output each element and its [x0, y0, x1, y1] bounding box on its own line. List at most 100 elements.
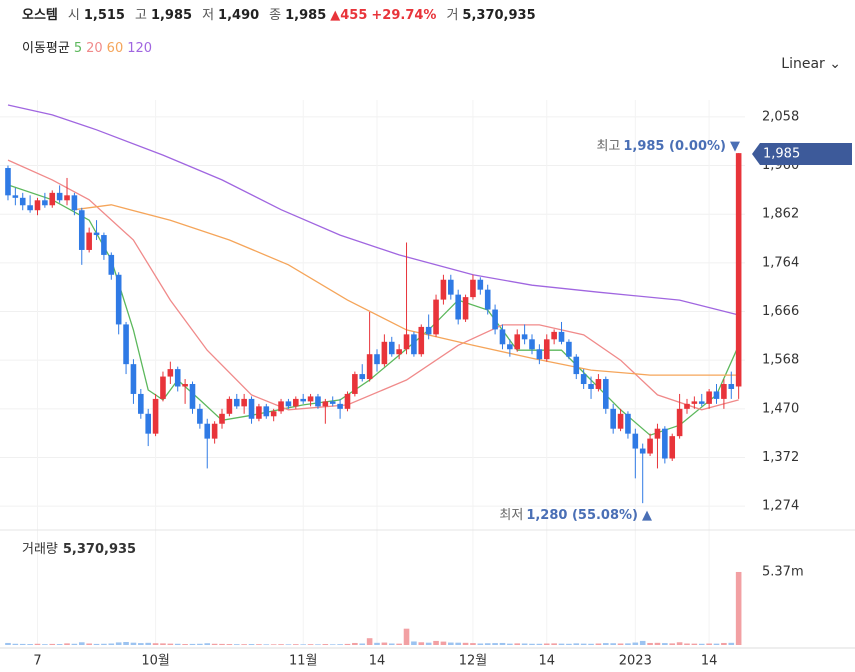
candle-body — [639, 448, 646, 454]
candle-body — [374, 354, 380, 365]
candle-body — [174, 369, 181, 387]
volume-bar — [433, 640, 439, 645]
legend-entry: 60 — [106, 41, 124, 56]
candle-body — [632, 433, 639, 449]
candle-body — [197, 408, 203, 424]
volume-bar — [219, 643, 225, 645]
annotation-label: 최고 — [596, 139, 620, 154]
candle-body — [219, 413, 225, 424]
volume-bar — [34, 643, 41, 645]
volume-bar — [27, 644, 33, 645]
volume-bar — [388, 643, 395, 645]
volume-bar — [536, 643, 543, 645]
annotation-arrow: ▲ — [642, 508, 652, 523]
candle-body — [49, 192, 56, 206]
volume-bar — [352, 642, 358, 645]
candle-body — [160, 376, 166, 399]
candle-body — [130, 364, 137, 394]
volume-bar — [418, 642, 425, 645]
volume-bar — [366, 638, 373, 645]
volume-bar — [558, 643, 565, 645]
volume-bar — [42, 644, 48, 645]
candle-body — [138, 393, 144, 414]
candle-body — [588, 384, 594, 389]
x-tick-label: 14 — [538, 654, 555, 669]
candle-body — [233, 398, 240, 407]
volume-bar — [647, 642, 653, 645]
ma-label: 이동평균 — [22, 41, 70, 56]
volume-bar — [211, 643, 218, 645]
candle-body — [359, 374, 366, 380]
candle-body — [662, 428, 668, 459]
candle-body — [484, 289, 491, 310]
candle-body — [721, 384, 727, 399]
volume-bar — [735, 571, 742, 645]
volume-bar — [108, 643, 115, 645]
volume-bar — [721, 642, 727, 645]
candle-body — [499, 329, 506, 345]
volume-bar — [204, 643, 211, 645]
scale-text[interactable]: Linear — [781, 56, 825, 72]
candle-body — [418, 326, 425, 355]
scale-button[interactable]: Linear ⌄ — [781, 56, 841, 72]
volume-bar — [300, 644, 306, 645]
volume-bar — [440, 641, 447, 645]
candle-body — [101, 235, 107, 255]
low-value: 1,490 — [218, 8, 260, 23]
candle-body — [12, 195, 19, 198]
volume-bar — [566, 643, 572, 645]
candle-body — [27, 205, 33, 211]
close-label: 종 — [269, 8, 282, 23]
price-tag-label: 1,985 — [763, 147, 800, 162]
volume-bar — [610, 643, 616, 645]
open-label: 시 — [67, 8, 80, 23]
volume-bar — [233, 644, 240, 645]
legend-entry: 20 — [86, 41, 103, 56]
volume-bar — [130, 642, 137, 645]
candle-body — [108, 254, 115, 275]
volume-bar — [138, 643, 144, 645]
candle-body — [521, 334, 528, 340]
candle-body — [462, 297, 469, 320]
volume-bar — [625, 643, 631, 645]
volume-bar — [270, 644, 277, 645]
candle-body — [735, 153, 742, 387]
candle-body — [706, 391, 712, 404]
change: ▲455 — [330, 8, 368, 23]
candle-body — [145, 413, 152, 434]
candle-body — [34, 200, 41, 211]
volume-bar — [403, 628, 410, 645]
volume-bar — [123, 642, 129, 645]
candle-body — [5, 168, 11, 196]
volume-bar — [521, 643, 528, 645]
candle-body — [684, 403, 690, 409]
legend-entry: 5 — [73, 41, 83, 56]
volume-bar — [425, 642, 432, 645]
volume-bar — [152, 643, 159, 645]
volume-bar — [174, 643, 181, 645]
low-label: 저 — [202, 8, 215, 23]
y-tick-label: 1,372 — [762, 450, 799, 465]
candle-body — [152, 398, 159, 434]
candle-body — [307, 396, 314, 402]
volume-bar — [484, 643, 491, 645]
volume-bar — [573, 643, 580, 645]
candle-body — [56, 192, 63, 201]
candle-body — [566, 341, 572, 357]
y-tick-label: 1,666 — [762, 304, 799, 319]
volume-bar — [551, 643, 557, 645]
volume-bar — [462, 642, 469, 645]
close-value: 1,985 — [285, 8, 327, 23]
volume-bar — [455, 642, 461, 645]
candle-body — [625, 413, 631, 434]
volume-bar — [344, 643, 351, 645]
candle-body — [728, 384, 735, 389]
candle-body — [226, 398, 233, 414]
candle-body — [42, 200, 48, 206]
volume-bar — [189, 643, 196, 645]
volume-bar — [115, 642, 122, 645]
candle-body — [182, 384, 188, 387]
candle-body — [433, 299, 439, 335]
